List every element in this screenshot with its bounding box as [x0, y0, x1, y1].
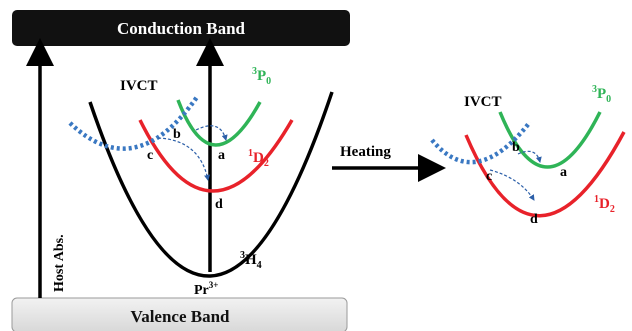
state-1d2-label-right: 1D2	[594, 194, 615, 215]
ivct-curve-right	[430, 120, 532, 165]
state-1d2-sup-right: 1	[594, 194, 599, 205]
relaxation-arrow-right-cd	[489, 169, 535, 201]
state-1d2-base: D	[253, 150, 264, 166]
state-3p0-curve-right	[498, 111, 602, 169]
conduction-band: Conduction Band	[12, 10, 350, 46]
state-3p0-sub: 0	[266, 76, 271, 87]
state-3p0-base-right: P	[597, 86, 606, 102]
state-1d2-label-left: 1D2	[248, 148, 269, 169]
state-3h4-sup: 3	[240, 250, 245, 261]
ion-base: Pr	[194, 283, 209, 298]
ivct-label-left: IVCT	[120, 78, 158, 94]
valence-band-label: Valence Band	[130, 307, 230, 326]
valence-band-box	[11, 297, 348, 331]
heating-label: Heating	[340, 144, 391, 160]
state-3h4-sub: 4	[257, 260, 262, 271]
state-3p0-sup: 3	[252, 66, 257, 77]
state-3p0-sub-right: 0	[606, 94, 611, 105]
state-1d2-sub: 2	[264, 158, 269, 169]
state-3p0-label-left: 3P0	[252, 66, 271, 87]
state-1d2-sup: 1	[248, 148, 253, 159]
ivct-label-right: IVCT	[464, 94, 502, 110]
point-a-label-left: a	[218, 148, 225, 163]
host-abs-label: Host Abs.	[52, 234, 67, 292]
state-1d2-curve-left	[138, 119, 294, 193]
point-d-label-right: d	[530, 212, 538, 227]
relaxation-arrow-left-cd	[157, 137, 210, 181]
valence-band: Valence Band	[11, 297, 348, 331]
ion-label: Pr3+	[194, 280, 218, 298]
state-3h4-label: 3H4	[240, 250, 262, 271]
point-c-label-left: c	[147, 148, 153, 163]
ivct-curve-left	[68, 95, 199, 151]
state-3h4-base: H	[245, 252, 257, 268]
ion-charge: 3+	[209, 280, 219, 290]
relaxation-arrow-left-ba	[195, 125, 228, 141]
point-c-label-right: c	[486, 169, 492, 184]
state-1d2-base-right: D	[599, 196, 610, 212]
point-a-label-right: a	[560, 165, 567, 180]
state-1d2-curve-right	[464, 131, 626, 218]
relaxation-arrow-right-ba	[517, 150, 542, 163]
state-3p0-base: P	[257, 68, 266, 84]
ground-state-3h4-curve	[88, 91, 334, 278]
state-3p0-curve-left	[176, 99, 262, 147]
point-b-label-left: b	[173, 127, 181, 142]
conduction-band-label: Conduction Band	[117, 19, 246, 38]
state-3p0-sup-right: 3	[592, 84, 597, 95]
point-b-label-right: b	[512, 140, 520, 155]
point-d-label-left: d	[215, 197, 223, 212]
state-3p0-label-right: 3P0	[592, 84, 611, 105]
conduction-band-box	[12, 10, 350, 46]
state-1d2-sub-right: 2	[610, 204, 615, 215]
